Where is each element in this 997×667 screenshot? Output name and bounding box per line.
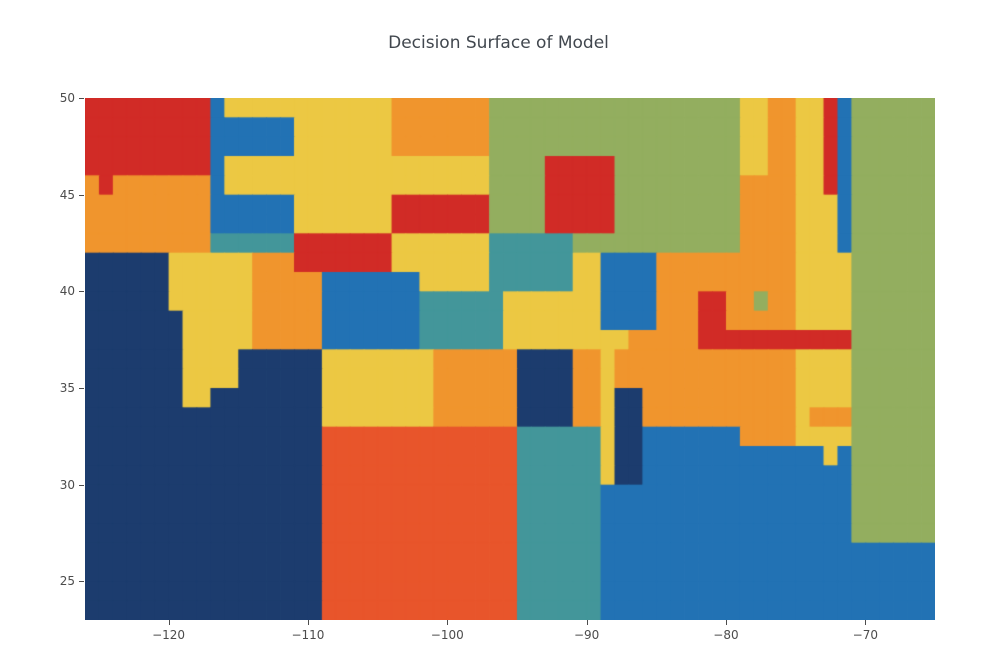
x-tick-label: −100	[430, 628, 464, 642]
y-tick-label: 50	[59, 91, 75, 105]
y-tick-mark	[79, 581, 84, 583]
y-tick-mark	[79, 291, 84, 293]
x-tick-mark	[725, 620, 727, 625]
y-tick-mark	[79, 484, 84, 486]
x-tick-label: −90	[573, 628, 600, 642]
decision-surface-canvas	[85, 98, 935, 620]
x-tick-label: −120	[152, 628, 186, 642]
x-tick-label: −80	[713, 628, 739, 642]
x-tick-mark	[865, 620, 867, 625]
x-tick-label: −70	[852, 628, 878, 642]
x-tick-mark	[307, 620, 309, 625]
y-tick-label: 35	[59, 381, 75, 395]
y-tick-mark	[79, 98, 84, 99]
y-tick-label: 45	[59, 187, 75, 202]
plot-area	[85, 98, 935, 620]
y-tick-label: 30	[59, 477, 75, 492]
x-tick-mark	[586, 620, 588, 625]
y-tick-mark	[79, 388, 84, 389]
y-tick-label: 40	[59, 284, 75, 299]
chart-title: Decision Surface of Model	[388, 33, 609, 53]
x-tick-mark	[168, 620, 170, 625]
x-tick-label: −110	[291, 628, 325, 642]
y-tick-label: 25	[59, 574, 75, 589]
x-tick-mark	[447, 620, 449, 625]
y-tick-mark	[79, 194, 84, 196]
